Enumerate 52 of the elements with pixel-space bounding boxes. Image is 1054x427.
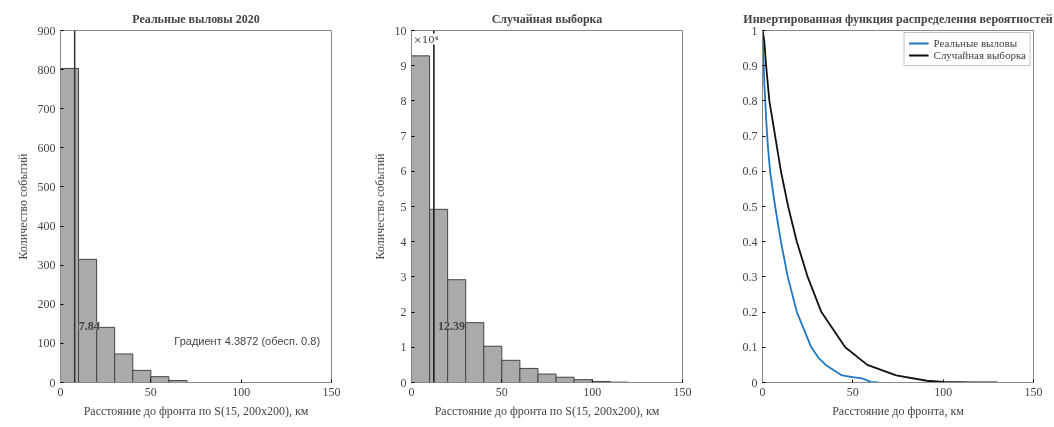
- ref-line-label: 12.39: [437, 318, 465, 333]
- y-tick-label: 500: [37, 179, 56, 194]
- y-tick-label: 8: [400, 93, 407, 108]
- y-tick-label: 100: [37, 336, 56, 351]
- y-tick-label: 0.2: [742, 305, 758, 320]
- x-tick-label: 50: [495, 384, 508, 399]
- y-tick-label: 600: [37, 140, 56, 155]
- y-tick-label: 800: [37, 62, 56, 77]
- x-tick-label: 150: [1024, 384, 1043, 399]
- x-axis-title: Расстояние до фронта, км: [832, 403, 965, 418]
- y-tick-label: 6: [400, 164, 407, 179]
- x-axis-title: Расстояние до фронта по S(15, 200x200), км: [434, 403, 660, 418]
- y-tick-label: 10: [394, 23, 407, 38]
- y-tick-label: 4: [400, 234, 407, 249]
- y-tick-label: 300: [37, 258, 56, 273]
- y-tick-label: 400: [37, 219, 56, 234]
- x-tick-label: 50: [846, 384, 859, 399]
- y-tick-label: 9: [400, 58, 407, 73]
- y-tick-label: 0.3: [742, 269, 758, 284]
- y-tick-label: 0.6: [742, 164, 758, 179]
- x-tick-label: 100: [583, 384, 602, 399]
- y-tick-label: 0.7: [742, 129, 758, 144]
- legend-label: Случайная выборка: [933, 49, 1026, 61]
- y-tick-label: 0.5: [742, 199, 758, 214]
- annotation: ×10⁴: [413, 33, 439, 45]
- y-tick-label: 3: [400, 269, 407, 284]
- y-tick-label: 2: [400, 305, 407, 320]
- y-tick-label: 0.8: [742, 93, 758, 108]
- y-tick-label: 0.4: [742, 234, 758, 249]
- x-tick-label: 100: [232, 384, 251, 399]
- y-tick-label: 900: [37, 23, 56, 38]
- y-tick-label: 0.9: [742, 58, 758, 73]
- ref-line-label: 7.84: [78, 318, 100, 333]
- y-tick-label: 700: [37, 101, 56, 116]
- chart-title: Инвертированная функция распределения вероятностей: [743, 11, 1053, 26]
- chart-title: Случайная выборка: [491, 11, 603, 26]
- x-tick-label: 150: [673, 384, 692, 399]
- y-tick-label: 200: [37, 297, 56, 312]
- y-tick-label: 7: [400, 129, 407, 144]
- x-tick-label: 50: [144, 384, 157, 399]
- legend-label: Реальные выловы: [933, 37, 1018, 49]
- y-axis-title: Количество событий: [372, 152, 387, 260]
- x-tick-label: 150: [322, 384, 341, 399]
- y-tick-label: 1: [751, 23, 758, 38]
- y-axis-title: Количество событий: [15, 152, 30, 260]
- y-tick-label: 1: [400, 340, 407, 355]
- chart-title: Реальные выловы 2020: [132, 11, 260, 26]
- x-axis-title: Расстояние до фронта по S(15, 200x200), км: [83, 403, 309, 418]
- x-tick-label: 100: [934, 384, 953, 399]
- y-tick-label: 0.1: [742, 340, 758, 355]
- y-tick-label: 5: [400, 199, 407, 214]
- annotation: Градиент 4.3872 (обесп. 0.8): [174, 335, 321, 348]
